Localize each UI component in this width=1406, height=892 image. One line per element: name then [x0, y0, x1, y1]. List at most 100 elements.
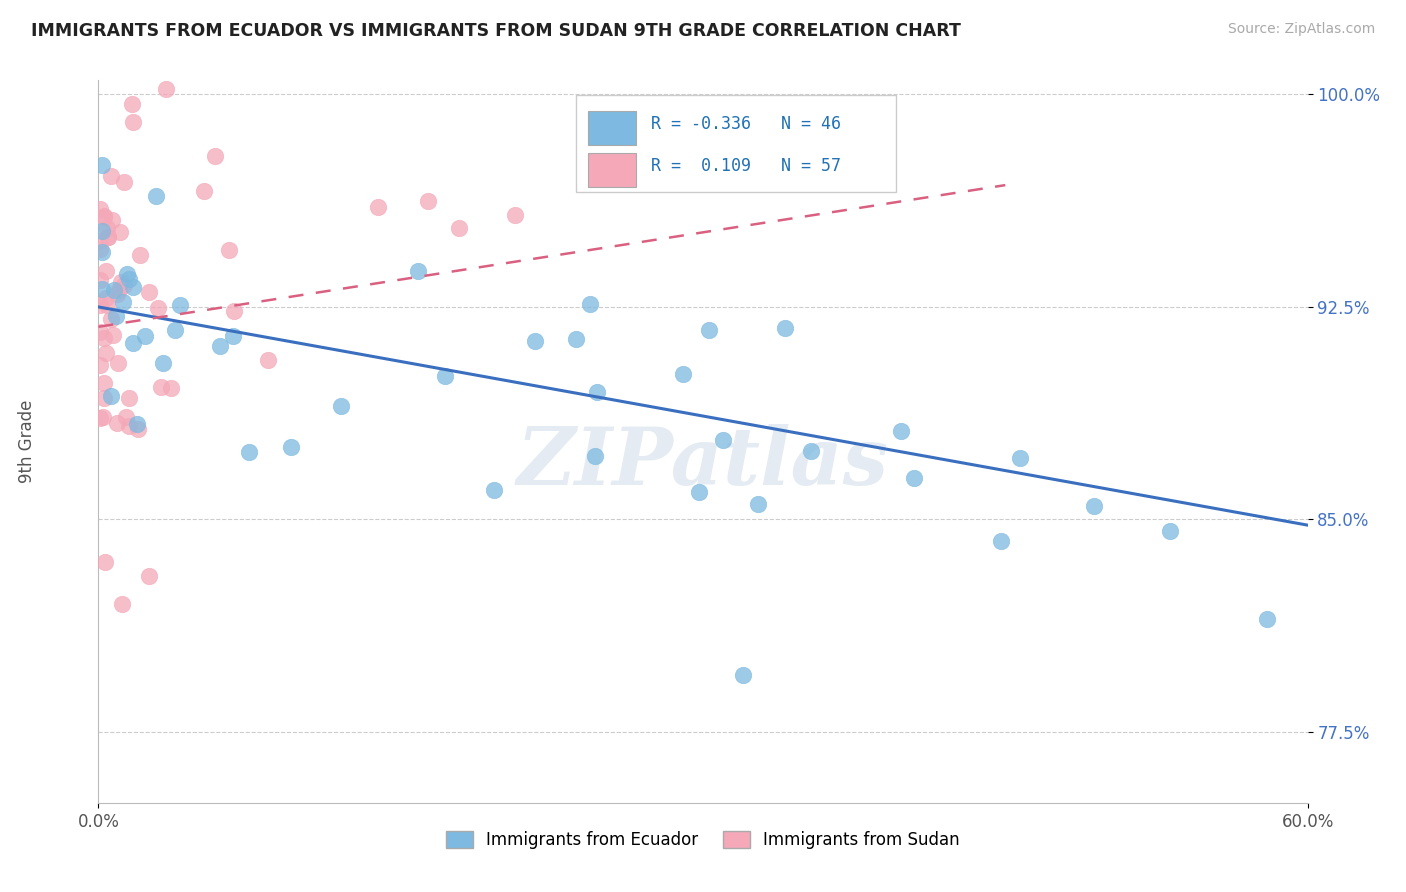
Point — [91, 223, 114, 237]
Point — [773, 321, 796, 335]
Point — [1010, 451, 1032, 466]
Point — [890, 424, 912, 438]
Point — [96, 221, 118, 235]
Point — [672, 368, 695, 382]
Point — [89, 242, 111, 256]
Point — [108, 283, 131, 297]
Point — [122, 336, 145, 351]
Point — [89, 234, 111, 248]
Point — [148, 301, 170, 315]
Point — [89, 298, 111, 312]
Point — [97, 230, 120, 244]
Point — [100, 169, 122, 183]
Point — [138, 569, 160, 583]
Text: R = -0.336   N = 46: R = -0.336 N = 46 — [651, 115, 841, 133]
Point — [238, 444, 260, 458]
Point — [1083, 500, 1105, 514]
Bar — [588, 111, 637, 145]
Point — [101, 328, 124, 343]
Point — [503, 208, 526, 222]
Point — [117, 418, 139, 433]
Point — [111, 598, 134, 612]
Point — [150, 380, 173, 394]
Point — [100, 389, 122, 403]
Point — [155, 82, 177, 96]
Point — [193, 184, 215, 198]
Point — [105, 416, 128, 430]
Point — [91, 245, 114, 260]
Point — [565, 332, 588, 346]
Point — [118, 391, 141, 405]
Point — [134, 329, 156, 343]
Point — [163, 323, 186, 337]
Y-axis label: 9th Grade: 9th Grade — [18, 400, 37, 483]
Point — [747, 497, 769, 511]
Point — [111, 295, 134, 310]
Point — [523, 334, 546, 348]
Point — [89, 358, 111, 372]
Point — [94, 555, 117, 569]
Text: Source: ZipAtlas.com: Source: ZipAtlas.com — [1227, 22, 1375, 37]
Point — [121, 97, 143, 112]
Point — [104, 309, 127, 323]
Point — [110, 275, 132, 289]
Point — [990, 533, 1012, 548]
Point — [127, 421, 149, 435]
Point — [222, 328, 245, 343]
Point — [112, 175, 135, 189]
Point — [169, 298, 191, 312]
Point — [97, 230, 120, 244]
Point — [138, 285, 160, 300]
Point — [160, 381, 183, 395]
Point — [482, 483, 505, 497]
Point — [89, 325, 111, 339]
FancyBboxPatch shape — [576, 95, 897, 193]
Point — [89, 273, 111, 287]
Point — [208, 339, 231, 353]
Point — [112, 277, 135, 292]
Point — [222, 304, 245, 318]
Point — [579, 296, 602, 310]
Point — [100, 212, 122, 227]
Point — [204, 149, 226, 163]
Point — [89, 202, 111, 216]
Point — [93, 376, 115, 391]
Point — [100, 312, 122, 326]
Point — [586, 384, 609, 399]
Point — [711, 434, 734, 448]
Point — [449, 221, 471, 235]
Point — [330, 399, 353, 413]
Point — [129, 248, 152, 262]
Point — [688, 484, 710, 499]
Point — [733, 668, 755, 682]
Point — [416, 194, 439, 208]
Point — [367, 200, 389, 214]
Point — [1159, 524, 1181, 539]
Point — [152, 356, 174, 370]
Point — [122, 280, 145, 294]
Point — [118, 271, 141, 285]
Point — [903, 470, 925, 484]
Point — [91, 282, 114, 296]
Point — [115, 409, 138, 424]
Text: IMMIGRANTS FROM ECUADOR VS IMMIGRANTS FROM SUDAN 9TH GRADE CORRELATION CHART: IMMIGRANTS FROM ECUADOR VS IMMIGRANTS FR… — [31, 22, 960, 40]
Point — [1256, 612, 1278, 626]
Text: ZIPatlas: ZIPatlas — [517, 425, 889, 502]
Point — [94, 346, 117, 360]
Point — [93, 331, 115, 345]
Bar — [588, 153, 637, 187]
Point — [93, 391, 115, 405]
Point — [89, 410, 111, 425]
Point — [145, 189, 167, 203]
Point — [122, 115, 145, 129]
Point — [127, 417, 149, 431]
Point — [108, 225, 131, 239]
Point — [105, 287, 128, 301]
Legend: Immigrants from Ecuador, Immigrants from Sudan: Immigrants from Ecuador, Immigrants from… — [440, 824, 966, 856]
Point — [93, 210, 115, 224]
Point — [800, 444, 823, 458]
Point — [103, 283, 125, 297]
Point — [697, 323, 720, 337]
Point — [107, 356, 129, 370]
Point — [218, 243, 240, 257]
